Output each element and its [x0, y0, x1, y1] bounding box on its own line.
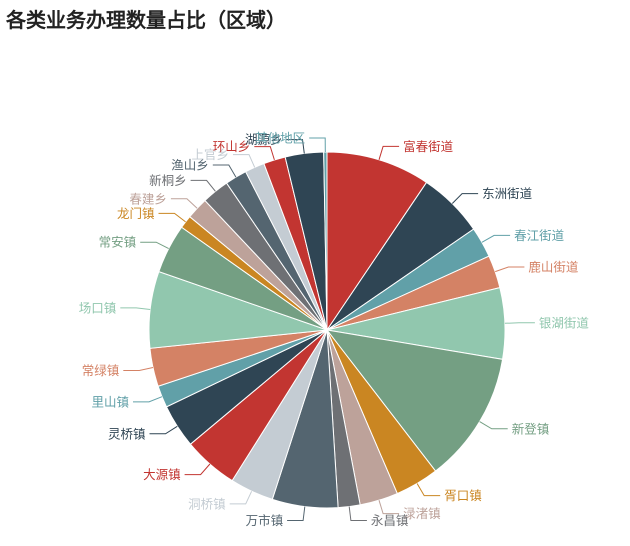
slice-label: 新登镇	[512, 421, 550, 436]
label-leader-line	[184, 463, 211, 476]
label-leader-line	[287, 506, 306, 521]
label-leader-line	[140, 241, 169, 250]
slice-label: 富春街道	[403, 139, 454, 154]
label-leader-line	[309, 137, 326, 153]
label-leader-line	[504, 322, 535, 324]
chart-title: 各类业务办理数量占比（区域）	[6, 8, 286, 32]
label-leader-line	[479, 421, 508, 430]
label-leader-line	[120, 307, 151, 310]
label-leader-line	[348, 506, 367, 521]
slice-label: 大源镇	[143, 467, 181, 482]
slice-label: 常绿镇	[82, 363, 120, 378]
label-leader-line	[495, 266, 525, 273]
label-leader-line	[286, 139, 305, 154]
pie-slice[interactable]	[323, 151, 328, 331]
label-leader-line	[378, 145, 400, 160]
label-leader-line	[190, 179, 216, 192]
slice-label: 湖源乡	[245, 132, 283, 147]
label-leader-line	[123, 367, 154, 371]
slice-label: 其他地区	[255, 131, 305, 146]
slice-label: 永昌镇	[371, 513, 409, 528]
label-leader-line	[451, 193, 479, 204]
label-leader-line	[233, 154, 256, 168]
slice-label: 渌渚镇	[403, 506, 441, 521]
slice-label: 洞桥镇	[188, 496, 226, 511]
slice-label: 龙门镇	[117, 206, 155, 221]
slice-label: 春江街道	[514, 228, 565, 243]
label-leader-line	[133, 396, 163, 403]
slice-label: 万市镇	[246, 513, 284, 528]
slice-label: 场口镇	[79, 300, 117, 315]
label-leader-line	[254, 146, 275, 161]
label-leader-line	[149, 425, 178, 435]
slice-label: 鹿山街道	[528, 260, 579, 275]
pie-slices	[148, 151, 506, 509]
slice-label: 春建乡	[129, 191, 167, 206]
slice-label: 渔山乡	[171, 158, 209, 173]
label-leader-line	[158, 212, 186, 223]
label-leader-line	[229, 491, 253, 505]
label-leader-line	[416, 483, 441, 497]
slice-label: 银湖街道	[539, 315, 590, 330]
label-leader-line	[170, 198, 198, 209]
slice-label: 环山乡	[213, 139, 251, 154]
label-leader-line	[212, 164, 237, 178]
slice-label: 东洲街道	[482, 186, 533, 201]
slice-label: 胥口镇	[444, 488, 482, 503]
slice-label: 常安镇	[99, 235, 137, 250]
slice-label: 灵桥镇	[108, 426, 146, 441]
label-leader-line	[481, 234, 511, 243]
label-leader-line	[378, 500, 400, 515]
slice-label: 上官乡	[191, 147, 229, 162]
slice-label: 新桐乡	[149, 173, 187, 188]
slice-label: 里山镇	[91, 394, 129, 409]
